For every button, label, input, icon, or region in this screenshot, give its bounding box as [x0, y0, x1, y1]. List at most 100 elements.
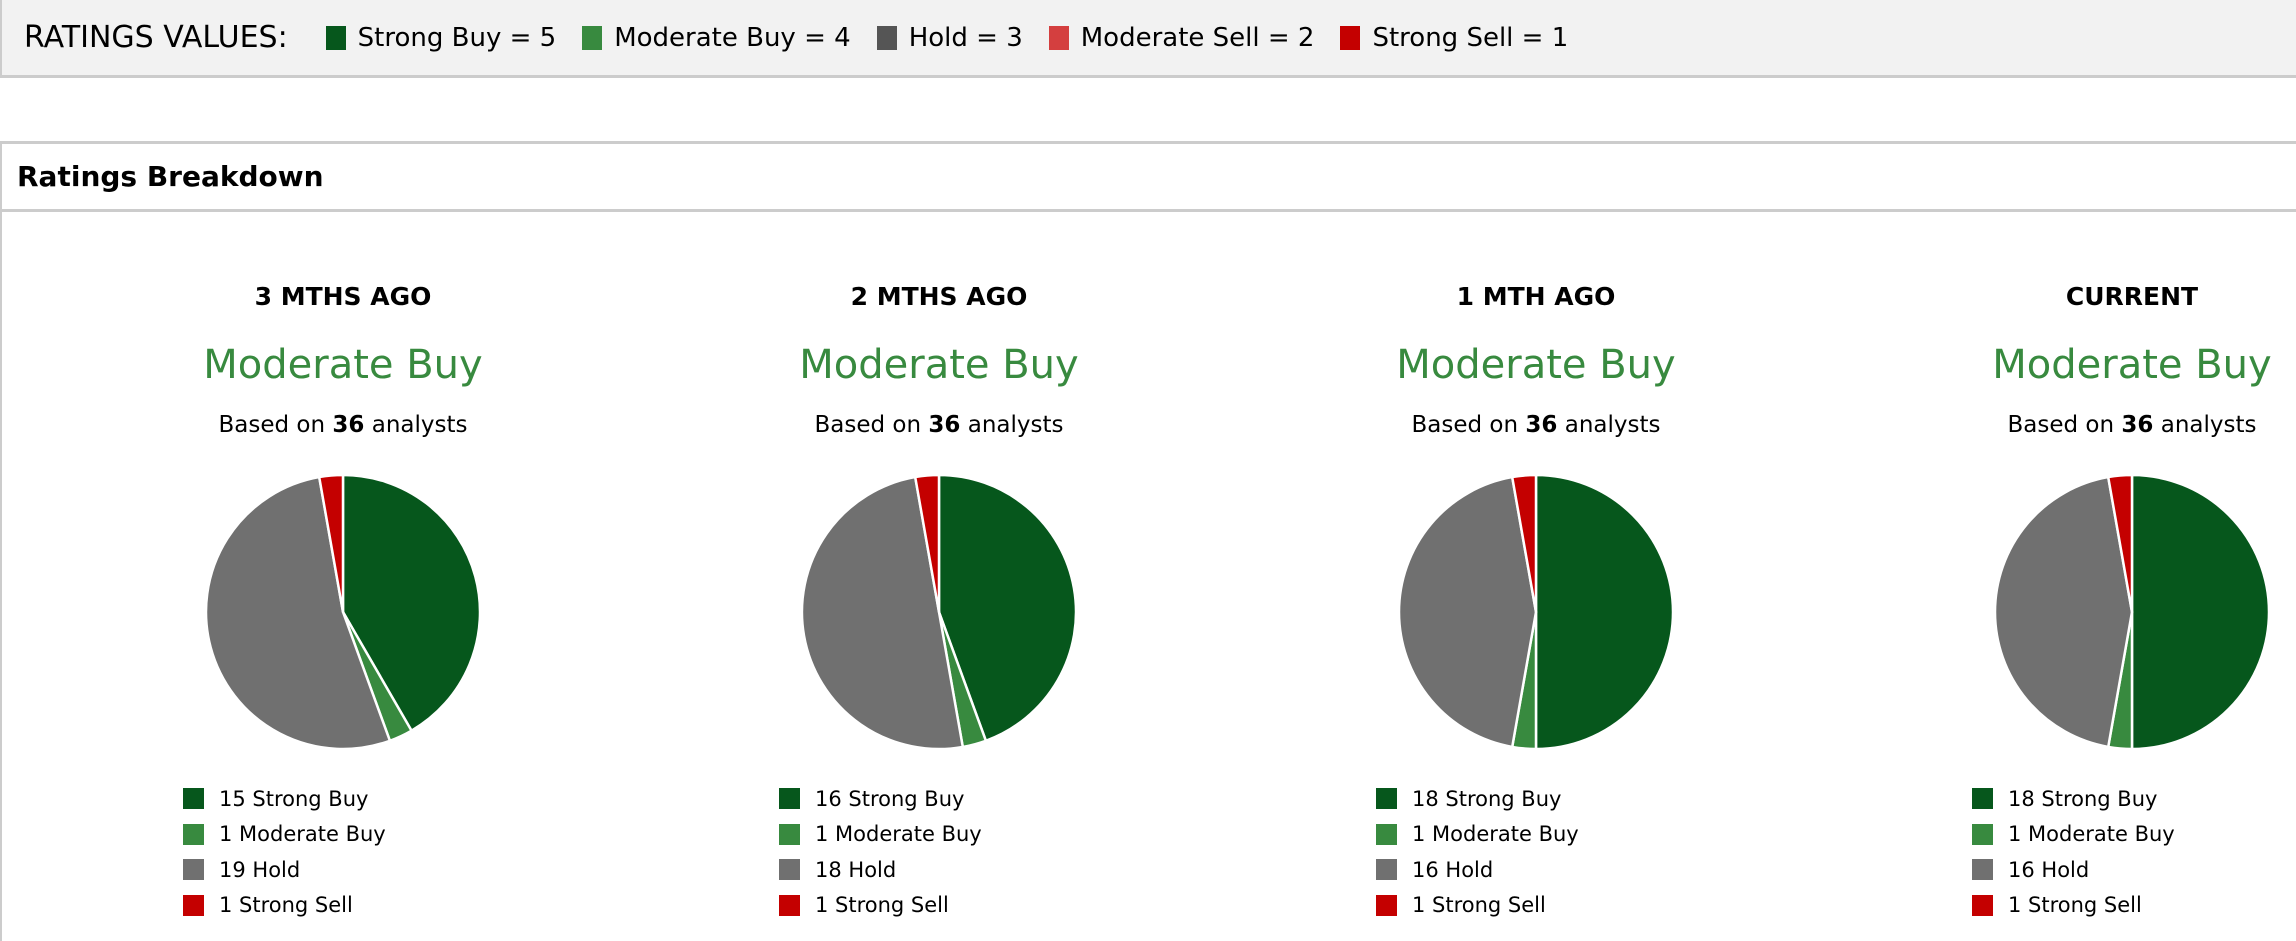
legend-swatch: [1376, 859, 1397, 881]
legend-label: 18 Hold: [815, 857, 897, 882]
legend-item: 16 Hold: [1972, 852, 2175, 888]
pie-legend: 16 Strong Buy 1 Moderate Buy 18 Hold 1 Stro…: [779, 781, 982, 923]
based-prefix: Based on: [814, 412, 929, 438]
rating-key-swatch: [325, 25, 346, 50]
legend-swatch: [779, 788, 800, 810]
legend-item: 1 Moderate Buy: [1376, 817, 1579, 853]
pie-slice-hold[interactable]: [800, 475, 965, 751]
legend-label: 16 Strong Buy: [815, 786, 965, 811]
ratings-pie: [1397, 473, 1675, 751]
legend-swatch: [779, 859, 800, 881]
analyst-count: Based on 36 analysts: [1336, 412, 1736, 438]
period-title: CURRENT: [2065, 282, 2199, 311]
consensus-rating: Moderate Buy: [203, 342, 483, 388]
pie-slice-strong-buy[interactable]: [2130, 473, 2271, 751]
panel-title: Ratings Breakdown: [2, 144, 2296, 212]
consensus-rating: Moderate Buy: [1992, 342, 2272, 388]
legend-label: 19 Hold: [219, 857, 301, 882]
based-prefix: Based on: [1411, 412, 1526, 438]
ratings-values-key: Strong Buy = 5 Moderate Buy = 4 Hold = 3 Mo…: [325, 22, 1595, 53]
ratings-values-label: RATINGS VALUES:: [24, 20, 288, 55]
legend-item: 15 Strong Buy: [183, 781, 386, 817]
legend-label: 1 Moderate Buy: [2008, 822, 2175, 847]
legend-label: 18 Strong Buy: [1412, 786, 1562, 811]
ratings-pie: [1993, 473, 2271, 751]
legend-label: 16 Hold: [2008, 857, 2090, 882]
legend-label: 1 Strong Sell: [815, 893, 949, 918]
legend-item: 1 Strong Sell: [1972, 888, 2175, 924]
analyst-count: Based on 36 analysts: [1932, 412, 2296, 438]
legend-label: 18 Strong Buy: [2008, 786, 2158, 811]
pie-slice-strong-sell[interactable]: [1510, 473, 1538, 614]
consensus-rating: Moderate Buy: [1396, 342, 1676, 388]
legend-swatch: [183, 788, 204, 810]
legend-item: 18 Strong Buy: [1972, 781, 2175, 817]
rating-key-item: Moderate Buy = 4: [582, 22, 851, 53]
period-title: 2 MTHS AGO: [850, 282, 1028, 311]
legend-label: 1 Moderate Buy: [1412, 822, 1579, 847]
rating-key-label: Hold = 3: [908, 22, 1023, 53]
pie-slice-strong-sell[interactable]: [317, 473, 345, 614]
legend-swatch: [1972, 894, 1993, 916]
rating-key-label: Moderate Sell = 2: [1080, 22, 1315, 53]
legend-label: 1 Strong Sell: [2008, 893, 2142, 918]
rating-key-label: Moderate Buy = 4: [614, 22, 851, 53]
rating-key-swatch: [1048, 25, 1069, 50]
based-prefix: Based on: [2007, 412, 2122, 438]
pie-slice-strong-sell[interactable]: [913, 473, 941, 614]
legend-item: 1 Moderate Buy: [779, 817, 982, 853]
rating-key-swatch: [876, 25, 897, 50]
ratings-values-bar: RATINGS VALUES: Strong Buy = 5 Moderate B…: [0, 0, 2296, 78]
period-title: 1 MTH AGO: [1456, 282, 1616, 311]
analyst-number: 36: [928, 412, 961, 438]
rating-key-swatch: [582, 25, 603, 50]
ratings-pie: [204, 473, 482, 751]
legend-swatch: [779, 894, 800, 916]
legend-swatch: [779, 823, 800, 845]
based-suffix: analysts: [960, 412, 1064, 438]
legend-label: 1 Strong Sell: [219, 893, 353, 918]
legend-item: 1 Strong Sell: [183, 888, 386, 924]
legend-item: 1 Strong Sell: [779, 888, 982, 924]
rating-key-label: Strong Buy = 5: [357, 22, 557, 53]
legend-swatch: [1972, 859, 1993, 881]
based-suffix: analysts: [2153, 412, 2257, 438]
legend-swatch: [183, 823, 204, 845]
legend-swatch: [1376, 788, 1397, 810]
legend-item: 16 Strong Buy: [779, 781, 982, 817]
pie-slice-hold[interactable]: [204, 475, 392, 751]
legend-swatch: [183, 894, 204, 916]
pie-slice-strong-sell[interactable]: [2106, 473, 2134, 614]
legend-item: 18 Hold: [779, 852, 982, 888]
analyst-number: 36: [332, 412, 365, 438]
rating-key-label: Strong Sell = 1: [1372, 22, 1569, 53]
rating-key-item: Hold = 3: [876, 22, 1023, 53]
pie-legend: 15 Strong Buy 1 Moderate Buy 19 Hold 1 Stro…: [183, 781, 386, 923]
legend-item: 16 Hold: [1376, 852, 1579, 888]
analyst-count: Based on 36 analysts: [143, 412, 543, 438]
analyst-number: 36: [2121, 412, 2154, 438]
pie-slice-strong-buy[interactable]: [937, 473, 1078, 742]
legend-item: 18 Strong Buy: [1376, 781, 1579, 817]
rating-key-item: Strong Buy = 5: [325, 22, 557, 53]
legend-label: 1 Moderate Buy: [219, 822, 386, 847]
legend-swatch: [1376, 894, 1397, 916]
ratings-breakdown-panel: Ratings Breakdown 3 MTHS AGO Moderate Bu…: [0, 141, 2296, 941]
pie-slice-hold[interactable]: [1993, 475, 2134, 749]
legend-swatch: [1972, 823, 1993, 845]
legend-label: 15 Strong Buy: [219, 786, 369, 811]
rating-key-swatch: [1340, 25, 1361, 50]
ratings-pie: [800, 473, 1078, 751]
pie-slice-strong-buy[interactable]: [341, 473, 482, 732]
legend-label: 1 Strong Sell: [1412, 893, 1546, 918]
legend-swatch: [1376, 823, 1397, 845]
pie-legend: 18 Strong Buy 1 Moderate Buy 16 Hold 1 Stro…: [1376, 781, 1579, 923]
legend-swatch: [1972, 788, 1993, 810]
analyst-count: Based on 36 analysts: [739, 412, 1139, 438]
pie-slice-hold[interactable]: [1397, 475, 1538, 749]
consensus-rating: Moderate Buy: [799, 342, 1079, 388]
pie-slice-strong-buy[interactable]: [1534, 473, 1675, 751]
based-suffix: analysts: [1557, 412, 1661, 438]
based-suffix: analysts: [364, 412, 468, 438]
period-title: 3 MTHS AGO: [254, 282, 432, 311]
